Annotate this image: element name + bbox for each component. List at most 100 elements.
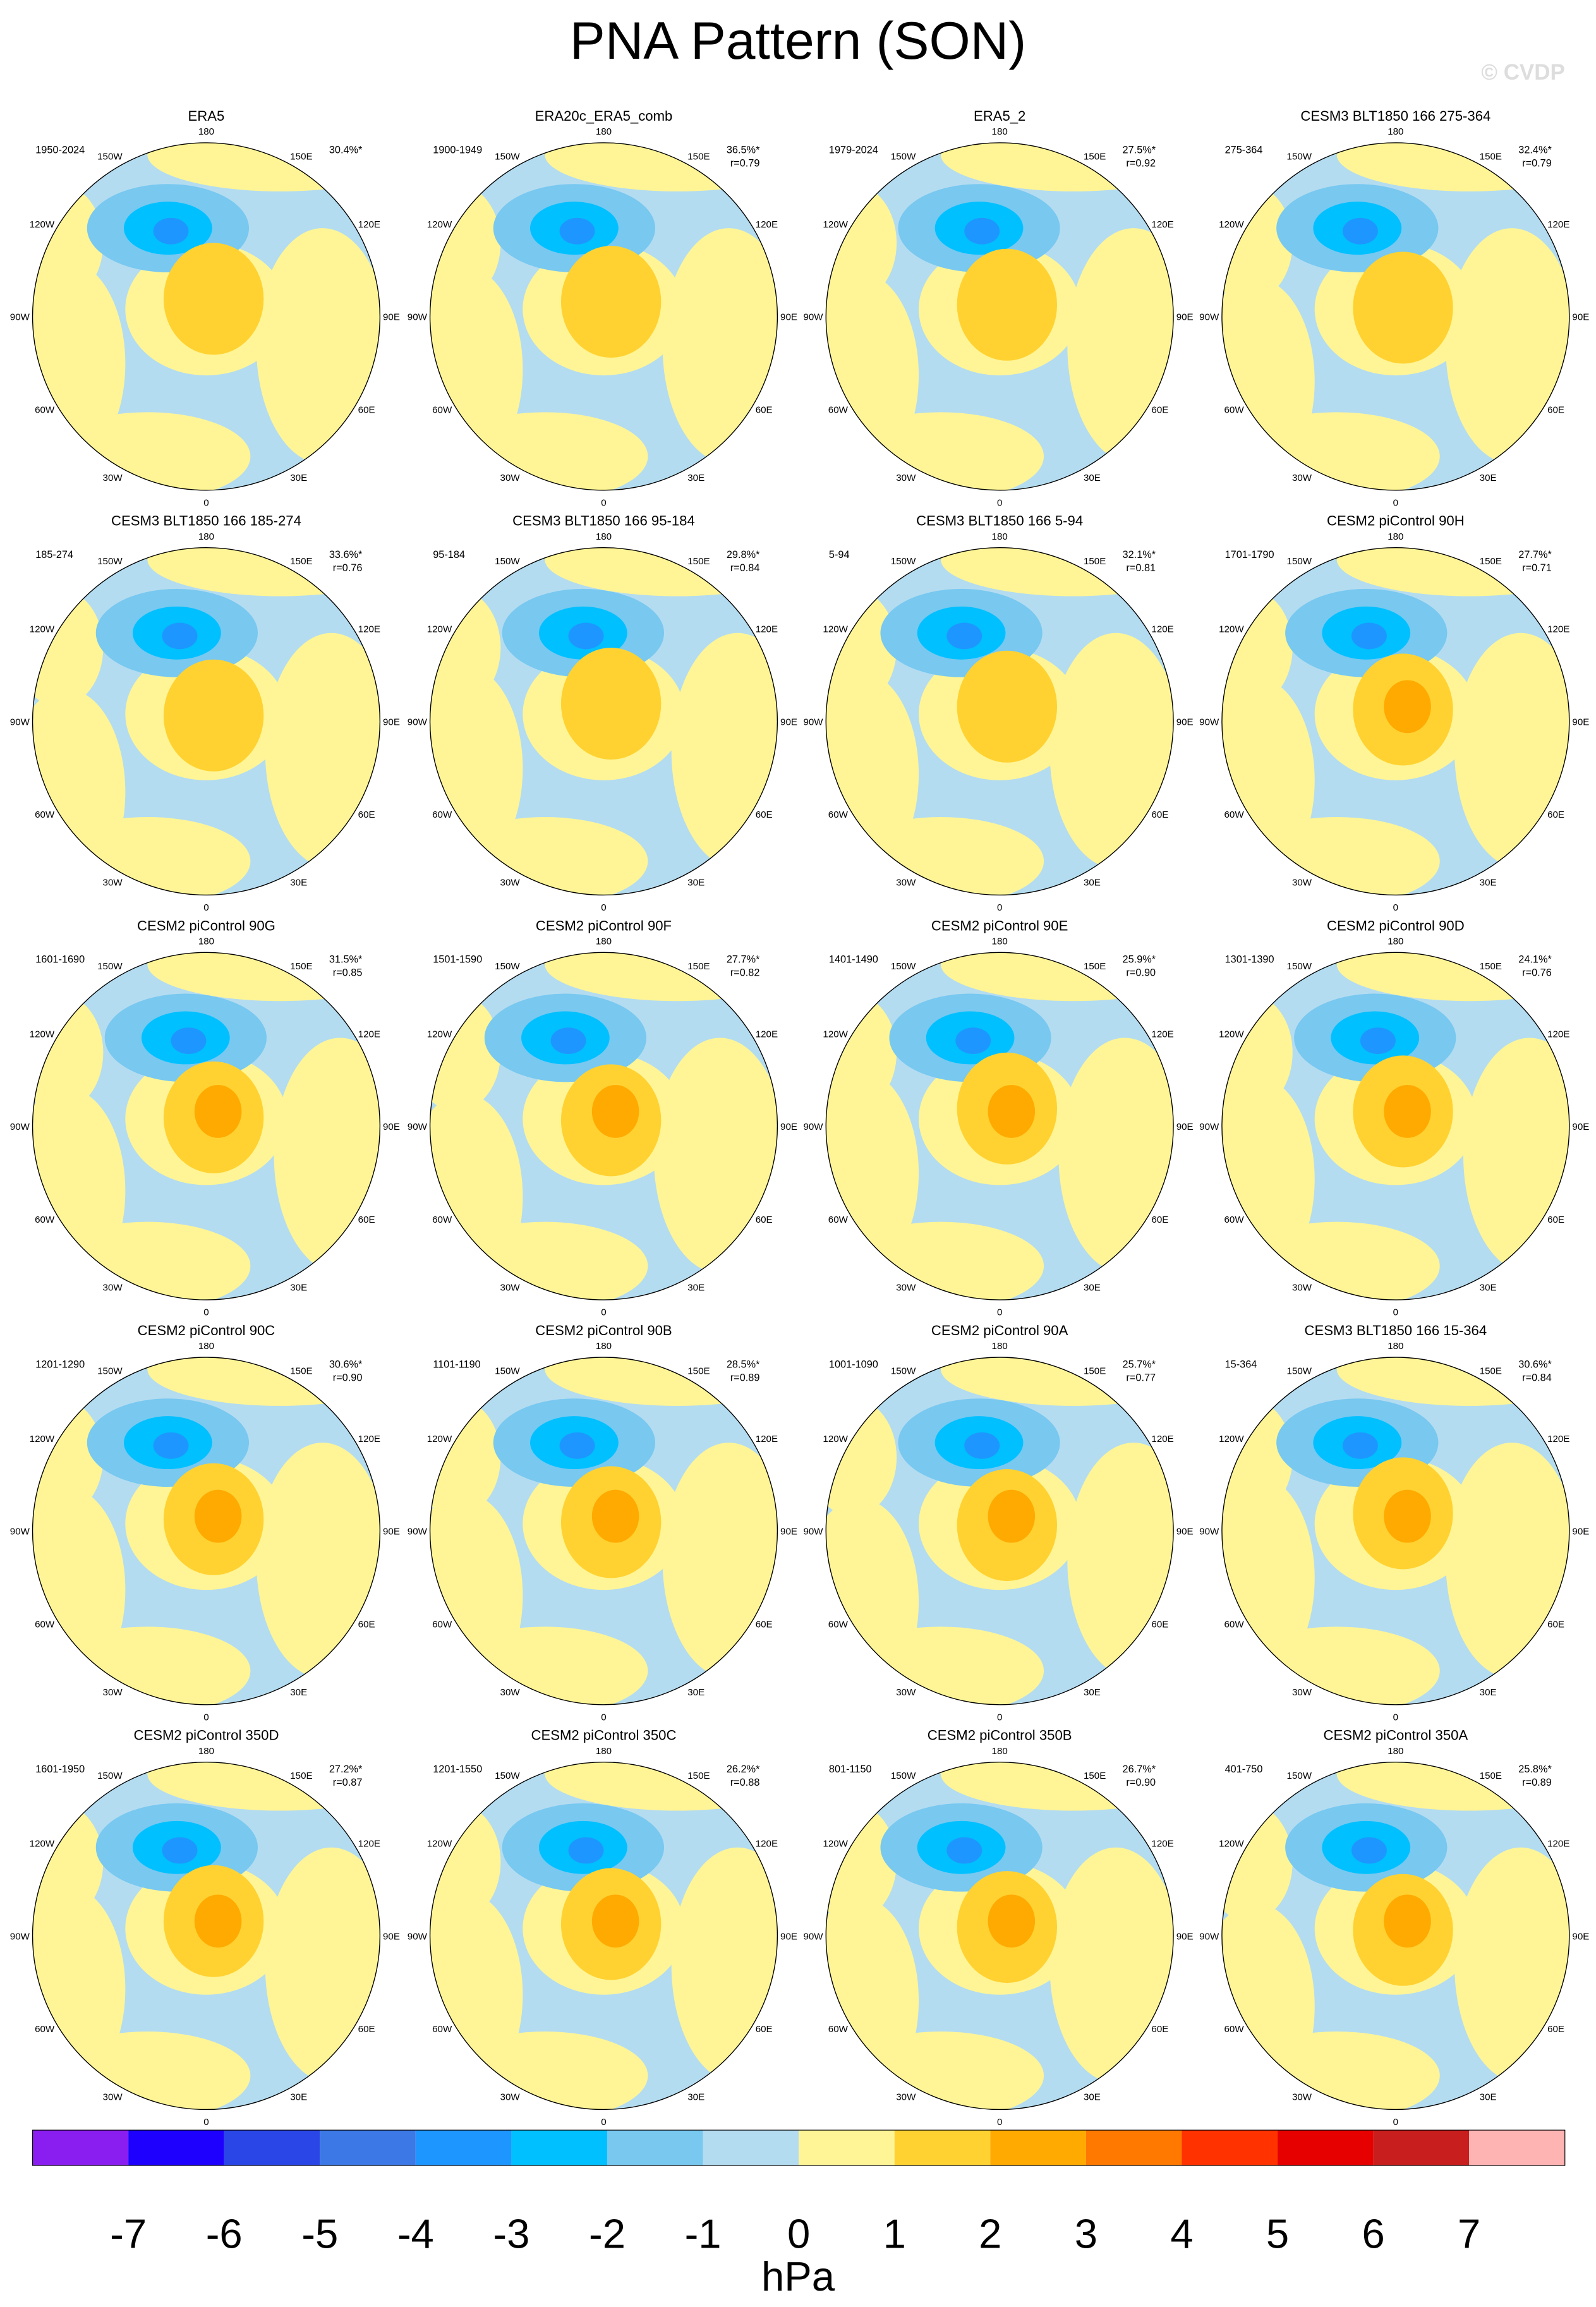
panel-period: 185-274 xyxy=(35,549,73,560)
longitude-label: 150W xyxy=(495,556,520,567)
longitude-label: 180 xyxy=(992,1746,1008,1757)
longitude-label: 120E xyxy=(1547,624,1569,635)
positive-anomaly xyxy=(653,1038,778,1274)
positive-anomaly xyxy=(545,142,778,191)
panel-title: CESM2 piControl 90B xyxy=(535,1323,672,1338)
positive-anomaly xyxy=(837,816,1044,895)
positive-anomaly xyxy=(826,1398,897,1517)
panel-period: 1101-1190 xyxy=(433,1359,481,1370)
longitude-label: 90W xyxy=(408,1931,428,1942)
negative-anomaly xyxy=(153,217,189,245)
map-border xyxy=(429,1761,778,2110)
longitude-label: 90W xyxy=(803,1931,823,1942)
map-border xyxy=(32,952,381,1300)
longitude-label: 120W xyxy=(427,219,452,230)
longitude-label: 30E xyxy=(1480,2092,1497,2103)
longitude-label: 90W xyxy=(408,312,428,323)
longitude-label: 90W xyxy=(803,312,823,323)
longitude-label: 150W xyxy=(495,1771,520,1781)
panel-period: 1201-1290 xyxy=(35,1359,85,1370)
panel-title: CESM3 BLT1850 166 15-364 xyxy=(1305,1323,1487,1338)
map-panel: CESM2 piControl 90D 1301-1390 24.1%*r=0.76… xyxy=(1199,917,1589,1317)
negative-anomaly xyxy=(559,217,595,245)
positive-anomaly xyxy=(940,547,1174,596)
positive-anomaly xyxy=(1336,952,1569,1002)
longitude-label: 150E xyxy=(290,1366,312,1377)
colorbar-tick-label: -3 xyxy=(493,2210,529,2256)
longitude-label: 30W xyxy=(103,1282,123,1293)
longitude-label: 30E xyxy=(1480,473,1497,483)
map-panel: CESM2 piControl 350D 1601-1950 27.2%* r=0.8… xyxy=(10,1728,400,2128)
longitude-label: 120W xyxy=(1219,1839,1244,1850)
positive-anomaly xyxy=(826,588,897,707)
longitude-label: 0 xyxy=(1393,497,1398,508)
panel-title: CESM2 piControl 350B xyxy=(928,1728,1072,1743)
map-border xyxy=(32,547,381,896)
map-border xyxy=(32,142,381,491)
negative-anomaly xyxy=(568,1837,604,1864)
longitude-label: 0 xyxy=(203,1307,209,1318)
map-border xyxy=(825,547,1174,896)
positive-anomaly xyxy=(44,2031,251,2110)
map-field xyxy=(430,1762,778,2110)
longitude-label: 60E xyxy=(1151,809,1168,820)
map-panel: CESM2 piControl 350B 801-1150 26.7%* r=0.90… xyxy=(803,1728,1193,2128)
negative-anomaly xyxy=(559,1432,595,1459)
longitude-label: 90W xyxy=(1199,1931,1219,1942)
longitude-label: 30E xyxy=(1084,878,1101,888)
positive-anomaly xyxy=(591,1084,639,1138)
panel-period: 1201-1550 xyxy=(433,1764,482,1775)
panel-title: CESM2 piControl 90G xyxy=(137,917,275,933)
panel-correlation: r=0.89 xyxy=(730,1372,760,1383)
longitude-label: 90E xyxy=(1176,312,1194,323)
positive-anomaly xyxy=(442,816,648,895)
longitude-label: 90W xyxy=(408,1122,428,1132)
longitude-label: 90E xyxy=(383,717,400,727)
longitude-label: 30E xyxy=(1084,473,1101,483)
positive-anomaly xyxy=(147,547,380,596)
negative-anomaly xyxy=(955,1027,991,1055)
longitude-label: 0 xyxy=(601,1307,606,1318)
longitude-label: 60W xyxy=(432,2024,452,2035)
positive-anomaly xyxy=(44,412,251,490)
longitude-label: 180 xyxy=(992,1341,1008,1352)
panel-variance: 30.4%* xyxy=(329,144,363,155)
positive-anomaly xyxy=(988,1084,1036,1138)
positive-anomaly xyxy=(274,1038,380,1274)
panel-period: 275-364 xyxy=(1225,144,1263,155)
panel-variance: 28.5%* xyxy=(727,1359,760,1370)
positive-anomaly xyxy=(1049,1847,1174,2083)
map-panel: CESM3 BLT1850 166 95-184 95-184 29.8%* r=0.… xyxy=(408,513,797,913)
longitude-label: 120E xyxy=(358,624,380,635)
panel-period: 1501-1590 xyxy=(433,954,482,966)
longitude-label: 90E xyxy=(1572,1931,1589,1942)
map-field xyxy=(1221,1357,1569,1705)
panel-correlation: r=0.71 xyxy=(1522,562,1552,574)
positive-anomaly xyxy=(442,1221,648,1300)
colorbar-box xyxy=(1085,2130,1182,2166)
longitude-label: 120E xyxy=(756,1434,778,1444)
positive-anomaly xyxy=(1233,1221,1440,1300)
longitude-label: 60W xyxy=(1224,809,1245,820)
panel-variance: 24.1%* xyxy=(1518,954,1552,966)
panel-variance: 30.6%* xyxy=(1518,1359,1552,1370)
map-field xyxy=(32,142,380,490)
positive-anomaly xyxy=(837,1221,1044,1300)
longitude-label: 30W xyxy=(1292,2092,1312,2103)
longitude-label: 150E xyxy=(1480,961,1502,972)
longitude-label: 60W xyxy=(1224,404,1245,415)
longitude-label: 150W xyxy=(1287,1771,1312,1781)
longitude-label: 90E xyxy=(1176,1527,1194,1537)
positive-anomaly xyxy=(988,1894,1036,1948)
longitude-label: 150E xyxy=(1480,1366,1502,1377)
map-panel: CESM2 piControl 350A 401-750 25.8%* r=0.89 1… xyxy=(1199,1728,1589,2128)
longitude-label: 120W xyxy=(1219,219,1244,230)
longitude-label: 0 xyxy=(997,2117,1002,2128)
positive-anomaly xyxy=(430,993,501,1111)
map-field xyxy=(1221,547,1569,895)
longitude-label: 60W xyxy=(432,404,452,415)
map-panel: ERA5_2 1979-2024 27.5%* r=0.92 180 150E 120E 90… xyxy=(803,108,1194,508)
longitude-label: 180 xyxy=(198,936,214,947)
longitude-label: 120W xyxy=(427,624,452,635)
